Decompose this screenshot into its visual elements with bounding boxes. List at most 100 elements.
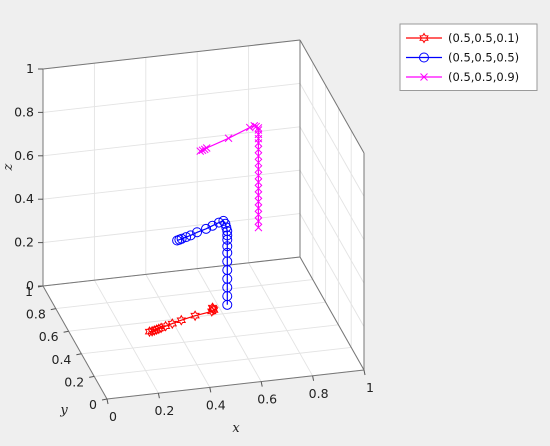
circle-marker xyxy=(222,230,233,241)
x-marker xyxy=(254,139,263,147)
side-grid-z xyxy=(299,169,365,284)
x-tick xyxy=(363,369,366,376)
y-tick xyxy=(50,308,56,311)
z-tick-label: 0.8 xyxy=(14,104,34,119)
circle-marker xyxy=(220,218,231,229)
y-tick xyxy=(37,285,44,288)
circle-marker xyxy=(176,233,187,244)
x-tick xyxy=(157,393,160,399)
x-marker xyxy=(254,145,263,154)
y-tick xyxy=(89,375,95,378)
x-marker xyxy=(245,123,254,132)
series-2 xyxy=(172,215,233,310)
legend-entry: (0.5,0.5,0.1) xyxy=(406,31,519,45)
floor-grid-y xyxy=(81,324,339,355)
back-wall-pane xyxy=(43,40,300,286)
z-tick-label: 0.2 xyxy=(14,235,34,250)
circle-marker xyxy=(222,234,233,245)
floor-grid-x xyxy=(145,274,211,388)
hexagram-marker xyxy=(419,32,429,44)
legend-entry: (0.5,0.5,0.5) xyxy=(406,51,519,65)
y-tick xyxy=(101,398,108,401)
hexagram-marker xyxy=(151,324,162,336)
series-1 xyxy=(144,302,219,338)
circle-marker xyxy=(181,232,192,243)
back-grid-z xyxy=(42,82,301,113)
plot-series xyxy=(144,121,263,338)
x-tick xyxy=(260,381,263,387)
x-tick-label: 0.8 xyxy=(309,386,329,401)
x-marker xyxy=(254,184,263,193)
x-tick-label: 1 xyxy=(366,380,374,395)
x-marker xyxy=(254,197,263,206)
circle-marker xyxy=(185,230,196,241)
side-grid-z xyxy=(299,126,365,241)
side-grid-z xyxy=(299,213,365,327)
x-tick xyxy=(106,398,109,405)
x-marker xyxy=(254,152,263,160)
back-grid-z xyxy=(42,169,301,200)
x-marker xyxy=(254,217,263,225)
x-marker xyxy=(420,73,428,81)
y-tick-label: 0.6 xyxy=(39,329,59,344)
circle-marker xyxy=(207,220,218,231)
x-marker xyxy=(254,210,263,219)
x-marker xyxy=(196,147,205,155)
floor-grid-x xyxy=(94,279,159,394)
circle-marker xyxy=(221,222,232,233)
hexagram-marker xyxy=(207,302,218,314)
box-edge xyxy=(106,369,365,400)
x-marker xyxy=(252,122,261,131)
z-tick-label: 0.6 xyxy=(14,148,34,163)
floor-grid-y xyxy=(94,346,352,377)
y-tick-label: 1 xyxy=(25,284,33,299)
circle-marker xyxy=(201,223,212,234)
circle-marker xyxy=(222,241,233,252)
x-marker xyxy=(254,223,263,232)
legend-label: (0.5,0.5,0.5) xyxy=(448,51,519,65)
x-tick-label: 0.6 xyxy=(257,392,277,407)
z-tick-label: 0.4 xyxy=(14,191,34,206)
x-marker xyxy=(254,171,263,180)
x-marker xyxy=(254,165,263,173)
series-line xyxy=(200,125,259,228)
box-edge xyxy=(42,256,301,287)
x-marker xyxy=(224,134,233,143)
x-tick xyxy=(209,387,212,393)
side-grid-z xyxy=(299,83,365,197)
x-tick xyxy=(312,375,315,381)
hexagram-marker xyxy=(190,310,200,322)
legend-entry: (0.5,0.5,0.9) xyxy=(406,70,519,84)
y-tick xyxy=(63,330,69,333)
circle-marker xyxy=(222,299,233,310)
x-marker xyxy=(254,123,263,132)
floor-pane xyxy=(43,257,364,399)
x-marker xyxy=(254,178,263,186)
floor-grid-x xyxy=(196,268,262,382)
axes-box xyxy=(42,39,365,400)
y-tick-label: 0.8 xyxy=(26,307,46,322)
legend: (0.5,0.5,0.1) (0.5,0.5,0.5) (0.5,0.5,0.9) xyxy=(399,23,538,91)
hexagram-marker xyxy=(176,314,187,326)
series-line xyxy=(176,220,228,305)
x-marker xyxy=(254,191,263,199)
x-tick-label: 0.4 xyxy=(206,397,226,412)
series-3 xyxy=(196,121,263,232)
hexagram-marker xyxy=(156,322,166,334)
legend-label: (0.5,0.5,0.1) xyxy=(448,31,519,45)
box-edge xyxy=(42,39,301,70)
y-axis-label: y xyxy=(59,403,68,418)
box-edge xyxy=(42,285,108,400)
hexagram-marker xyxy=(167,318,178,330)
floor-grid-x xyxy=(248,262,313,377)
circle-marker xyxy=(213,217,224,228)
x-marker xyxy=(198,146,207,155)
legend-label: (0.5,0.5,0.9) xyxy=(448,70,519,84)
z-axis-label: z xyxy=(1,163,16,171)
y-tick-label: 0.2 xyxy=(64,374,84,389)
x-marker xyxy=(254,204,263,212)
box-edge xyxy=(299,256,365,371)
axes-ticks: 0000.20.20.20.40.40.40.60.60.60.80.80.81… xyxy=(14,61,374,424)
side-wall-pane xyxy=(300,40,364,370)
floor-grid-y xyxy=(55,279,313,310)
